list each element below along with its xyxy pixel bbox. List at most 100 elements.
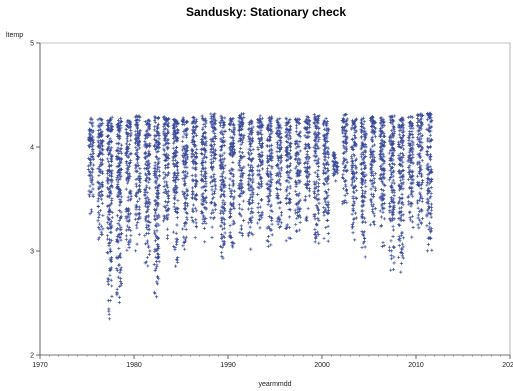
data-point [248, 126, 252, 130]
data-point [430, 248, 434, 252]
data-point [192, 143, 196, 147]
data-point [326, 155, 330, 160]
x-axis-label: yearmmdd [258, 381, 291, 388]
data-point [228, 177, 232, 181]
data-point [147, 252, 151, 256]
data-point [119, 167, 124, 171]
data-point [250, 151, 254, 156]
data-point [373, 188, 378, 193]
data-point [115, 186, 119, 190]
data-point [126, 135, 130, 139]
data-point [175, 207, 179, 211]
data-point [184, 211, 188, 215]
data-point [194, 218, 198, 222]
data-point [100, 192, 104, 197]
data-point [219, 224, 223, 228]
data-point [175, 168, 179, 172]
data-point [133, 152, 138, 156]
data-point [417, 171, 421, 176]
data-point [117, 118, 121, 122]
data-point [155, 202, 159, 206]
data-point [134, 182, 138, 186]
data-point [389, 257, 394, 261]
data-point [156, 245, 160, 249]
data-point [392, 261, 396, 265]
data-point [90, 170, 95, 174]
data-point [250, 157, 255, 161]
data-point [166, 153, 170, 157]
data-point [153, 115, 157, 119]
data-point [91, 143, 95, 148]
data-point [117, 141, 121, 145]
data-point [203, 155, 207, 159]
data-point [115, 268, 119, 272]
data-point [351, 231, 355, 235]
data-point [219, 178, 223, 183]
data-point [237, 187, 242, 191]
data-point [107, 307, 111, 311]
data-point [153, 125, 157, 129]
data-point [227, 187, 232, 191]
data-point [410, 235, 414, 239]
data-point [246, 234, 251, 238]
data-point [181, 117, 185, 122]
data-point [127, 228, 131, 232]
data-point [249, 193, 253, 197]
data-point [238, 116, 242, 120]
data-point [109, 122, 113, 126]
data-point [193, 196, 197, 200]
data-point [107, 218, 111, 222]
data-point [209, 153, 214, 158]
data-point [278, 117, 282, 121]
data-point [89, 158, 93, 162]
data-point [210, 166, 214, 170]
data-point [117, 254, 122, 258]
data-point [190, 159, 194, 164]
data-point [162, 190, 166, 194]
data-point [220, 205, 224, 210]
data-point [155, 189, 160, 193]
data-point [163, 180, 167, 184]
data-point [190, 216, 194, 220]
data-point [250, 206, 254, 210]
data-point [86, 164, 91, 168]
data-point [220, 118, 224, 123]
data-point [221, 132, 225, 137]
data-point [96, 187, 101, 191]
data-point [128, 198, 132, 202]
data-point [172, 179, 176, 183]
data-point [144, 154, 148, 158]
data-point [115, 214, 120, 218]
data-point [194, 221, 198, 225]
data-point [192, 130, 197, 135]
data-point [153, 239, 157, 243]
data-point [118, 190, 122, 194]
data-point [124, 216, 128, 220]
data-point [156, 247, 160, 251]
series-band-1979 [124, 118, 133, 252]
data-point [90, 154, 95, 159]
data-point [88, 135, 92, 139]
data-point [210, 140, 214, 144]
data-point [387, 151, 391, 155]
data-point [157, 191, 161, 195]
data-point [138, 174, 142, 179]
data-point [182, 179, 186, 183]
data-point [134, 193, 138, 197]
data-point [165, 227, 169, 231]
data-point [218, 124, 223, 128]
data-point [223, 194, 227, 198]
data-point [232, 182, 236, 186]
data-point [91, 140, 96, 144]
data-point [315, 147, 319, 151]
data-point [155, 207, 159, 211]
data-point [288, 162, 293, 166]
data-point [220, 175, 224, 179]
data-point [239, 227, 244, 231]
data-point [294, 222, 298, 227]
data-point [108, 163, 112, 167]
data-point [195, 209, 199, 213]
data-point [241, 135, 245, 139]
data-point [278, 142, 283, 146]
data-point [192, 152, 196, 157]
